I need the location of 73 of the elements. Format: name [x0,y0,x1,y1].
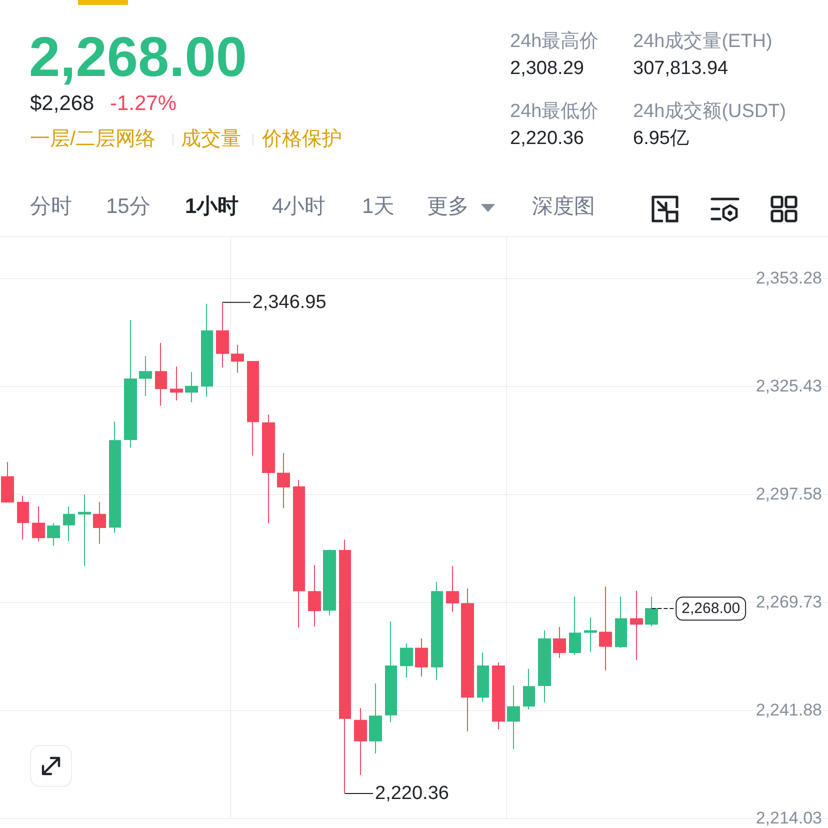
text: 24h最高价 [510,31,599,54]
ref-line-label: 2,268.00 [682,600,740,618]
candlestick [538,630,551,704]
text: 分时 [30,194,72,220]
text: 更多 [427,194,469,220]
text: 24h成交额(USDT) [633,101,786,124]
candlestick [645,596,658,627]
candlestick [446,565,459,612]
candlestick [247,360,259,456]
candlestick [139,356,152,397]
text: 价格保护 [262,127,342,151]
text: 4小时 [272,194,326,220]
candlestick [339,539,351,794]
candlestick [615,596,627,648]
y-tick-label: 2,214.03 [756,808,822,828]
text: 24h最低价 [510,101,599,124]
y-tick-label: 2,269.73 [756,592,822,612]
text: 1小时 [185,194,239,220]
y-tick-label: 2,297.58 [756,484,822,504]
candlestick [47,522,60,546]
y-tick-label: 2,353.28 [756,268,822,288]
annotation: 2,346.95 [252,292,326,313]
candlestick [461,588,474,732]
candlestick [400,643,413,678]
candlestick [523,668,535,710]
candlestick [569,596,581,656]
candlestick [308,564,321,627]
candlestick [599,586,612,671]
candlestick [553,626,566,658]
candlestick [323,549,336,616]
candlestick [124,320,137,448]
candlestick [277,452,290,509]
candlestick [216,302,229,368]
candlestick [507,684,520,750]
text: 6.95亿 [633,128,689,151]
candlestick [17,495,29,540]
candlestick [155,342,167,406]
candlestick [93,501,106,544]
candlestick [477,652,489,702]
candlestick [1,462,14,502]
candlestick [185,372,198,403]
candlestick [369,683,382,754]
candlestick [63,506,75,542]
candlestick [431,581,443,681]
text: 2,220.36 [510,128,584,151]
annotation: 2,220.36 [375,782,449,804]
candlestick [32,506,45,542]
text: 2,308.29 [510,58,584,81]
text: 一层/二层网络 [30,127,156,151]
text: 成交量 [181,127,241,151]
candlestick [492,662,505,730]
candlestick [231,344,244,374]
chart-title: 2,268.00 [29,25,247,88]
text: 15分 [106,194,150,220]
candlestick [415,638,428,678]
candlestick [109,421,121,534]
candlestick [262,414,275,524]
candlestick [293,479,305,628]
y-tick-label: 2,241.88 [756,700,822,720]
candlestick [584,617,597,652]
text: 307,813.94 [633,58,728,81]
text: -1.27% [110,91,177,116]
candlestick [201,303,213,397]
candlestick [385,620,397,723]
text: 1天 [362,194,395,220]
y-tick-label: 2,325.43 [756,376,822,396]
candlestick [630,590,643,660]
candlestick [78,494,91,566]
candlestick [170,366,183,401]
text: 深度图 [532,194,595,220]
text: $2,268 [30,91,94,116]
text: 24h成交量(ETH) [633,31,772,54]
candlestick [354,707,367,776]
